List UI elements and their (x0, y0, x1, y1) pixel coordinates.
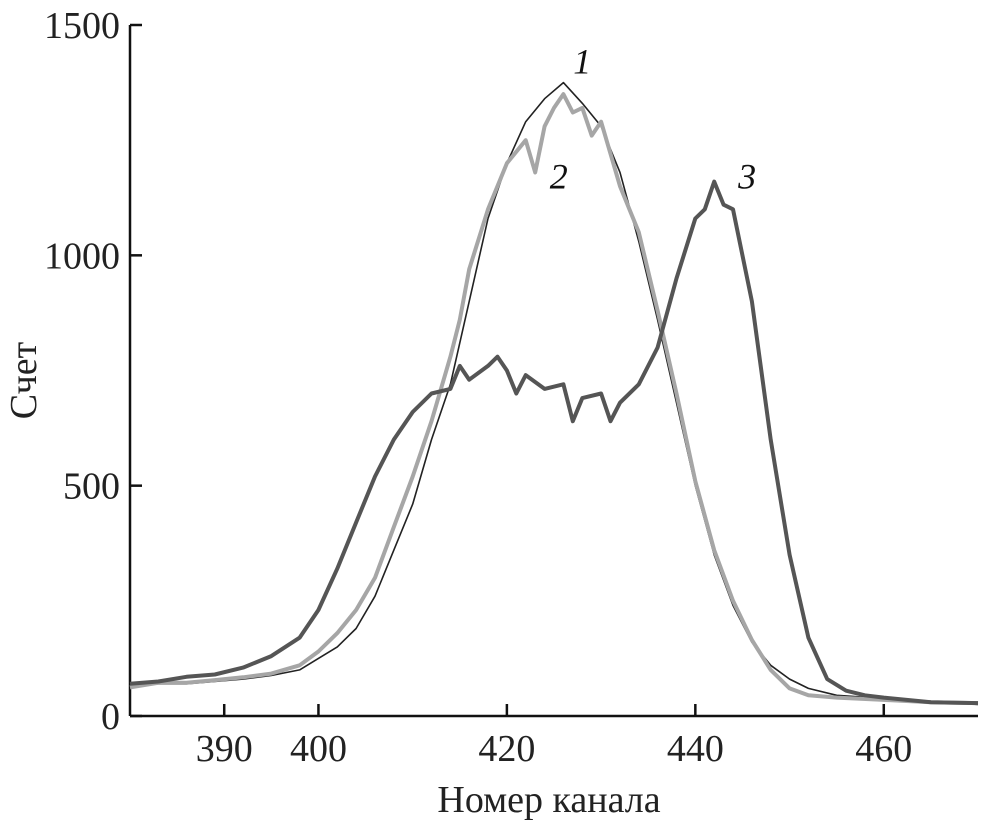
series-layer (129, 81, 979, 706)
y-tick-label: 1000 (44, 235, 120, 277)
ticks: 0 500 1000 1500 390 400 420 440 460 (44, 5, 912, 770)
curve-label-1: 1 (573, 41, 591, 81)
y-tick-label: 0 (101, 696, 120, 738)
curve-labels: 1 2 3 (550, 41, 756, 196)
x-axis-title: Номер канала (437, 779, 660, 821)
curve-label-3: 3 (737, 157, 756, 197)
x-tick-label: 420 (478, 728, 535, 770)
y-tick-label: 1500 (44, 5, 120, 47)
x-tick-label: 460 (855, 728, 912, 770)
series-line-3 (129, 179, 979, 706)
curve-label-2: 2 (550, 157, 568, 197)
series-line-2 (129, 92, 979, 706)
y-axis-title: Счет (3, 341, 45, 419)
x-tick-label: 400 (290, 728, 347, 770)
x-tick-label: 390 (196, 728, 253, 770)
y-tick-label: 500 (63, 466, 120, 508)
x-tick-label: 440 (667, 728, 724, 770)
axes (128, 25, 978, 718)
